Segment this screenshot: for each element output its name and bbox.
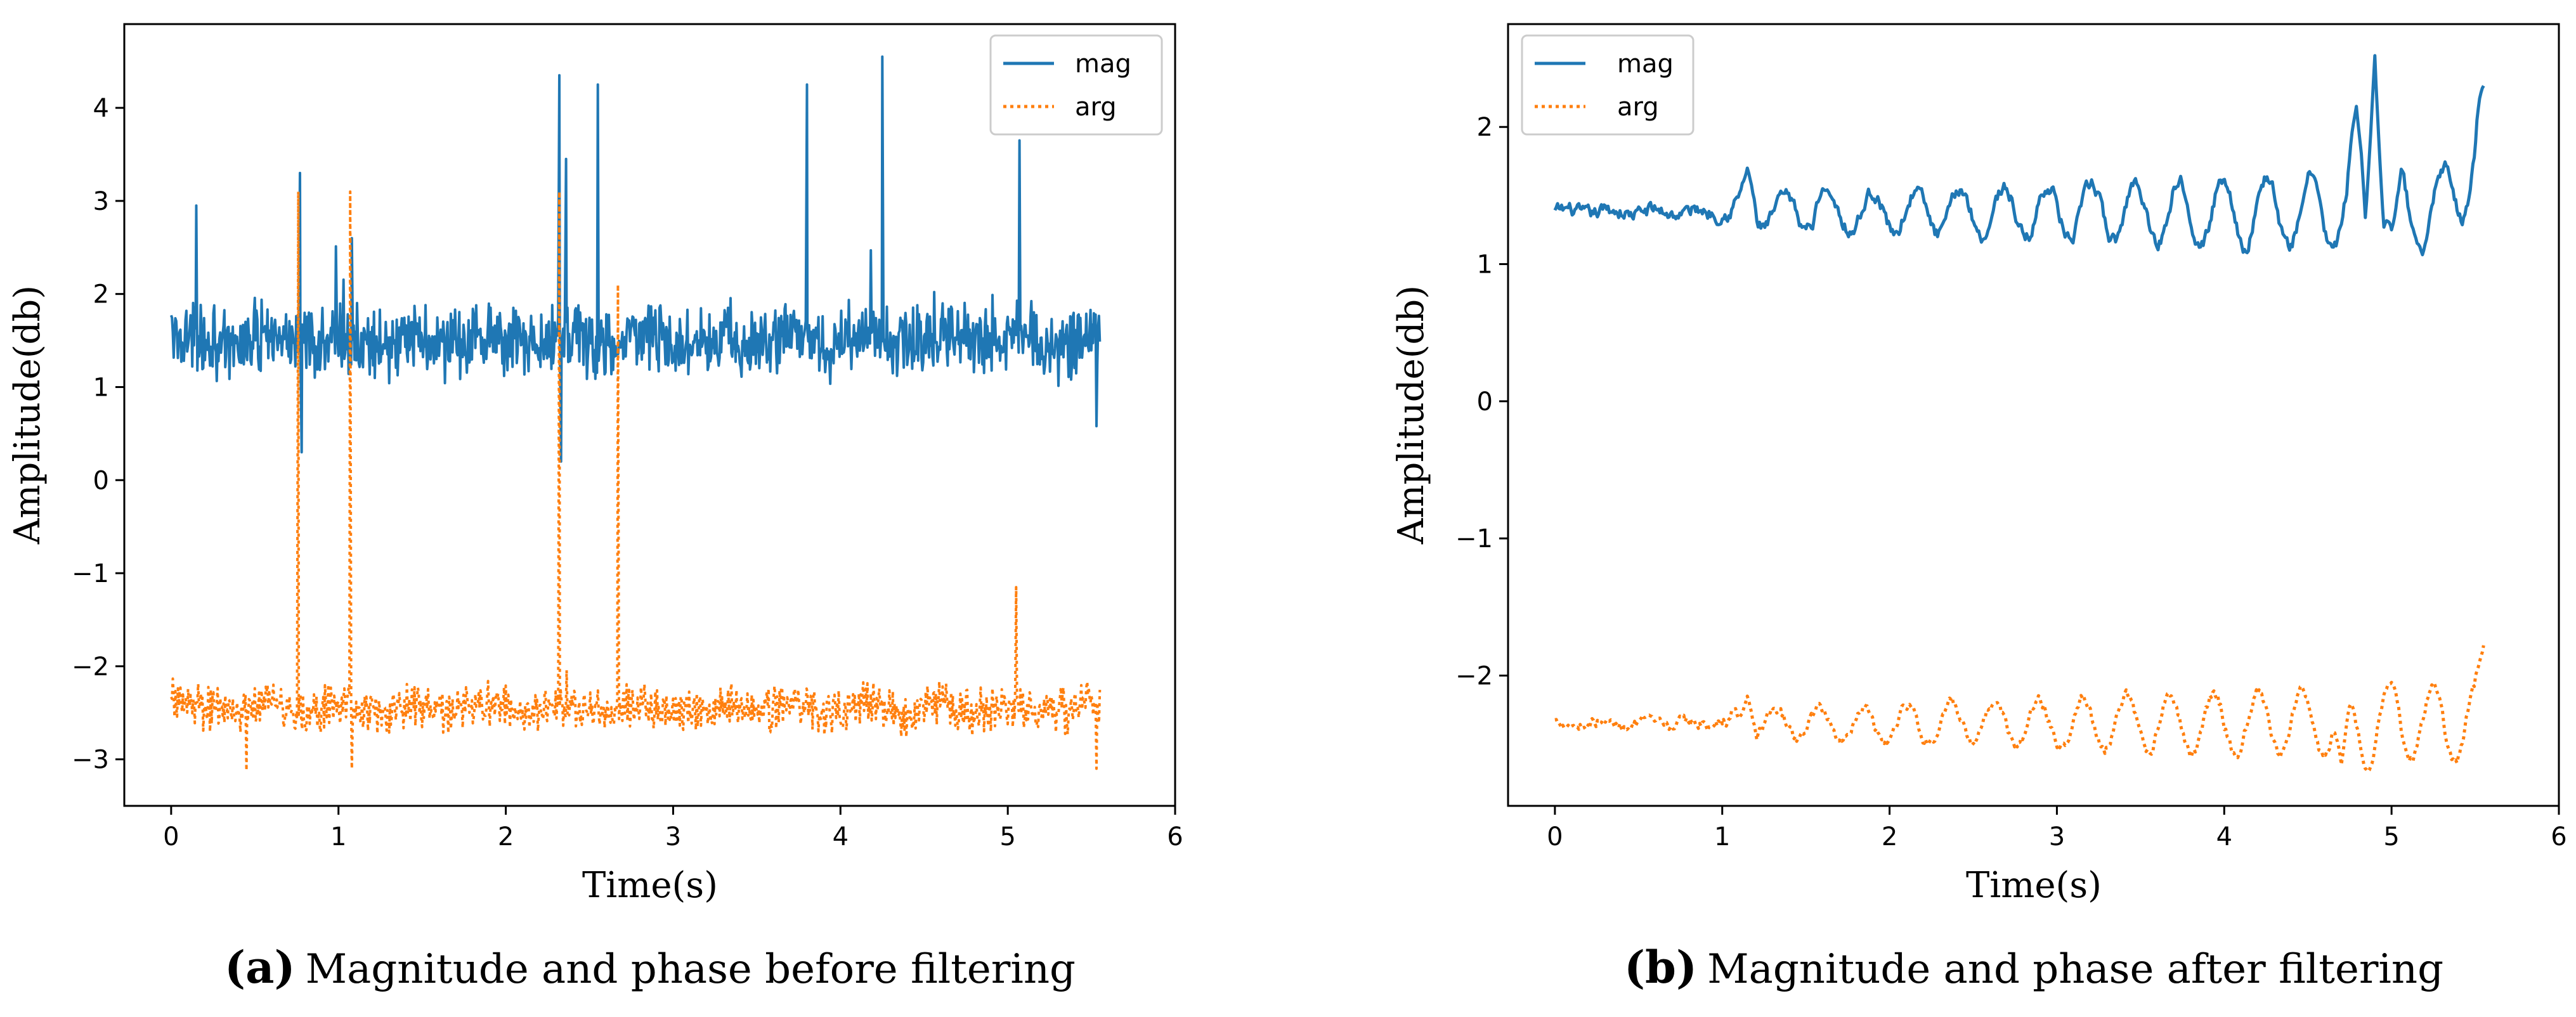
y-tick-label: −1	[72, 559, 109, 588]
panel-b-caption-text: Magnitude and phase after filtering	[1707, 946, 2443, 993]
x-tick-label: 4	[833, 822, 849, 852]
x-tick-label: 5	[999, 822, 1015, 852]
y-tick-label: 1	[93, 373, 109, 402]
y-tick-label: 0	[1477, 387, 1493, 417]
x-tick-label: 0	[1547, 822, 1563, 852]
x-tick-label: 5	[2383, 822, 2399, 852]
panel-a-caption-letter: (a)	[224, 941, 296, 994]
panel-b-legend: mag arg	[1521, 34, 1695, 136]
panel-a-legend-mag-label: mag	[1075, 49, 1131, 79]
y-tick-label: −3	[72, 746, 109, 775]
panel-b-legend-mag-label: mag	[1617, 49, 1674, 79]
panel-a-plot-area	[170, 55, 1102, 772]
x-tick-label: 1	[1714, 822, 1730, 852]
y-tick-label: −2	[72, 652, 109, 682]
y-tick-label: 2	[93, 280, 109, 309]
panel-b-series-arg-line	[1554, 645, 2485, 774]
x-tick-label: 3	[665, 822, 681, 852]
panel-a-legend-arg-label: arg	[1075, 93, 1117, 122]
x-tick-label: 3	[2049, 822, 2065, 852]
y-tick-label: 4	[93, 94, 109, 123]
panel-b-series-mag-line	[1553, 54, 2485, 257]
panel-a-y-axis-label: Amplitude(db)	[7, 285, 48, 545]
panel-a-ticks: 0 1 2 3 4 5 6 −3 −2 −1 0 1 2 3 4	[72, 94, 1183, 852]
panel-b: 0 1 2 3 4 5 6 −2 −1 0 1 2 Time(s) Amplitude(db) mag…	[1391, 23, 2567, 994]
panel-a-legend-box	[989, 34, 1163, 136]
y-tick-label: 2	[1477, 113, 1493, 142]
panel-a-axes-frame	[123, 23, 1176, 807]
panel-b-x-axis-label: Time(s)	[1966, 865, 2102, 906]
panel-a-series-arg-line	[170, 190, 1102, 772]
panel-b-caption-letter: (b)	[1624, 941, 1697, 994]
x-tick-label: 6	[1167, 822, 1183, 852]
panel-b-legend-arg-label: arg	[1617, 93, 1659, 122]
x-tick-label: 0	[163, 822, 179, 852]
panel-a-series-mag-line	[170, 55, 1102, 463]
panel-a-x-axis-label: Time(s)	[582, 865, 718, 906]
panel-a: 0 1 2 3 4 5 6 −3 −2 −1 0 1 2 3 4 Time(s) Amplitude(db)…	[7, 23, 1183, 994]
x-tick-label: 6	[2551, 822, 2566, 852]
panel-b-caption: (b) Magnitude and phase after filtering	[1624, 941, 2443, 994]
x-tick-label: 4	[2216, 822, 2232, 852]
panel-b-legend-box	[1521, 34, 1695, 136]
y-tick-label: 1	[1477, 250, 1493, 280]
panel-a-legend: mag arg	[989, 34, 1163, 136]
x-tick-label: 2	[498, 822, 514, 852]
panel-a-caption: (a) Magnitude and phase before filtering	[224, 941, 1076, 994]
y-tick-label: 3	[93, 187, 109, 216]
y-tick-label: −1	[1455, 524, 1493, 554]
panel-a-caption-text: Magnitude and phase before filtering	[306, 946, 1076, 993]
x-tick-label: 1	[330, 822, 346, 852]
x-tick-label: 2	[1882, 822, 1897, 852]
panel-b-y-axis-label: Amplitude(db)	[1391, 285, 1432, 545]
panel-b-plot-area	[1553, 54, 2485, 774]
y-tick-label: 0	[93, 466, 109, 495]
panel-b-axes-frame	[1507, 23, 2560, 807]
panel-b-ticks: 0 1 2 3 4 5 6 −2 −1 0 1 2	[1455, 113, 2567, 852]
y-tick-label: −2	[1455, 662, 1493, 691]
